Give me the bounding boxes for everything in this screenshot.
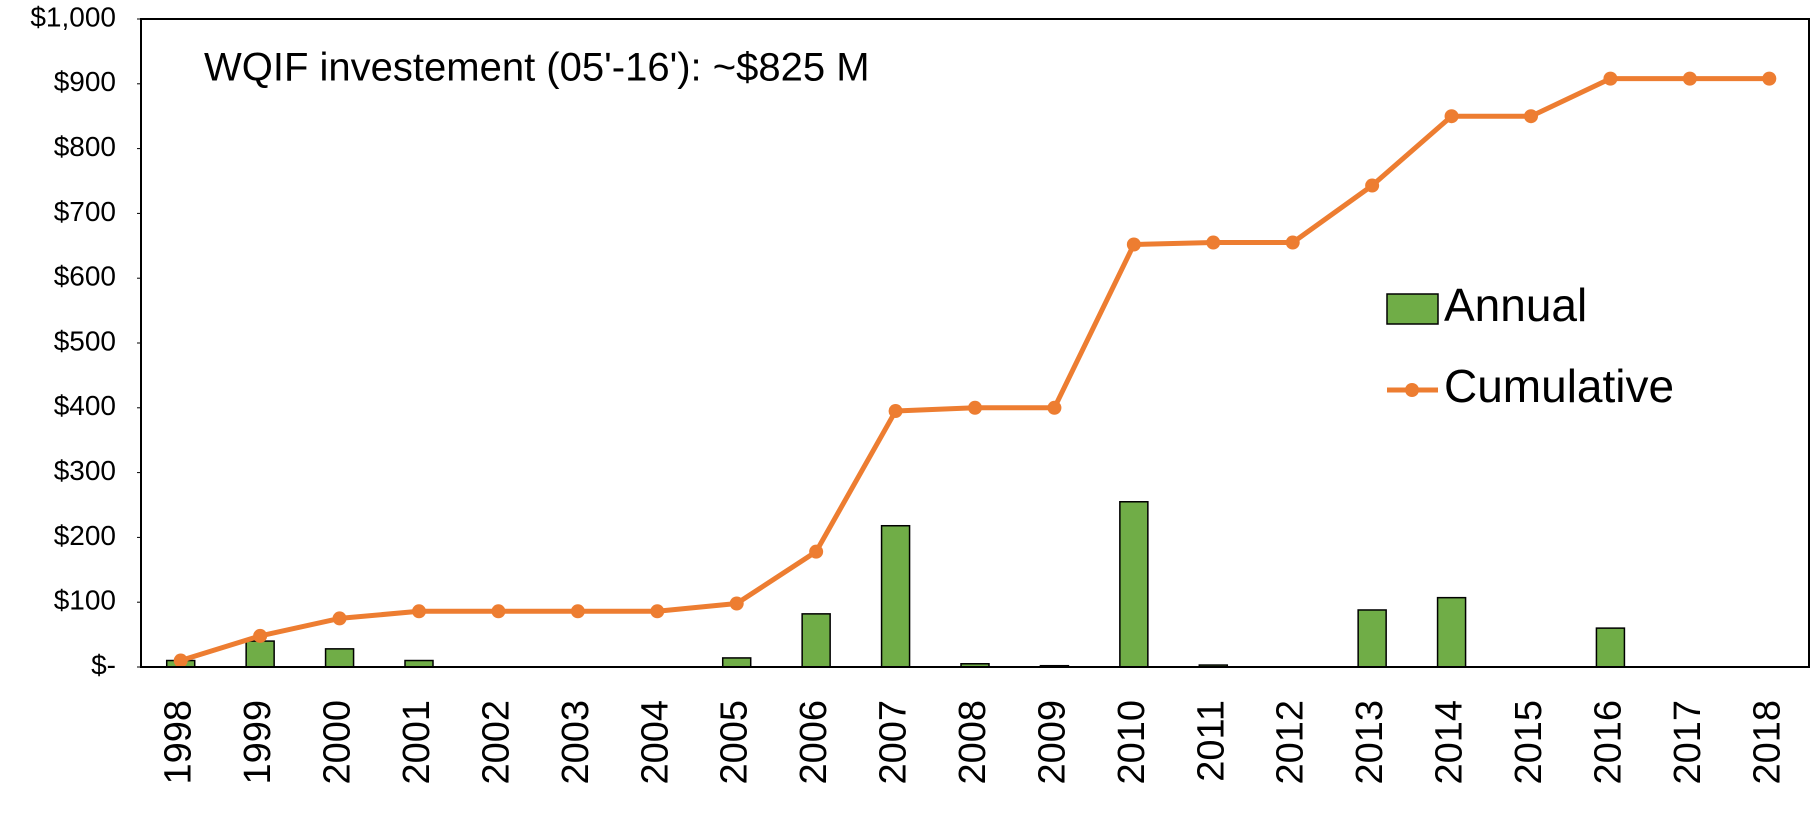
x-tick-label: 2011 [1190,700,1232,782]
bar [1357,609,1387,668]
bar [1119,501,1149,668]
y-tick-label: $100 [54,585,116,616]
y-tick-label: $300 [54,455,116,486]
legend-label: Annual [1444,279,1587,331]
point [650,604,665,619]
point [412,604,426,619]
point [1047,400,1062,415]
annotation: WQIF investement (05'-16'): ~$825 M [204,46,870,90]
bar [1595,627,1626,668]
point [968,400,982,415]
legend-swatch [1405,383,1419,397]
point [1444,109,1459,124]
point [809,544,824,559]
x-tick-label: 2017 [1667,700,1709,785]
legend-label: Cumulative [1444,360,1674,412]
x-tick-label: 2001 [396,700,438,785]
y-tick-label: $400 [54,390,116,421]
point [1285,235,1300,250]
point [1603,71,1618,86]
y-tick-label: $1,000 [30,1,116,32]
bar [245,640,275,668]
x-tick-label: 2008 [952,700,994,785]
y-tick-label: $500 [54,325,116,356]
x-tick-label: 2016 [1587,700,1629,785]
y-tick-label: $900 [54,66,116,97]
bar [324,648,355,668]
y-tick-label: $- [91,649,116,680]
legend-swatch [1386,293,1439,325]
point [1206,235,1221,250]
y-tick-label: $600 [54,261,116,292]
point [253,628,268,643]
x-tick-label: 2005 [714,700,756,785]
y-tick-label: $700 [54,196,116,227]
x-tick-label: 2012 [1270,700,1312,785]
x-tick-label: 1998 [158,700,200,785]
point [729,596,744,611]
point [570,604,585,619]
x-tick-label: 2014 [1429,700,1471,785]
point [1682,71,1697,86]
y-tick-label: $800 [54,131,116,162]
x-tick-label: 2009 [1031,700,1073,785]
point [491,604,506,619]
plot-frame [140,18,1810,668]
x-tick-label: 2013 [1349,700,1391,785]
bar [1436,596,1467,668]
point [1126,237,1141,252]
bar [801,613,831,668]
x-tick-label: 2000 [317,700,359,785]
x-tick-label: 2015 [1508,700,1550,785]
x-tick-label: 1999 [237,700,279,785]
x-tick-label: 2006 [793,700,835,785]
x-tick-label: 2018 [1746,700,1788,785]
point [173,653,188,668]
bar [880,524,911,668]
point [1524,109,1538,124]
x-tick-label: 2002 [475,700,517,785]
point [332,611,347,626]
x-tick-label: 2004 [634,700,676,785]
point [1365,178,1380,193]
bar [721,657,752,668]
point [1762,71,1777,86]
x-tick-label: 2003 [555,700,597,785]
x-tick-label: 2007 [873,700,915,785]
point [888,404,903,419]
x-tick-label: 2010 [1111,700,1153,785]
y-tick-label: $200 [54,520,116,551]
